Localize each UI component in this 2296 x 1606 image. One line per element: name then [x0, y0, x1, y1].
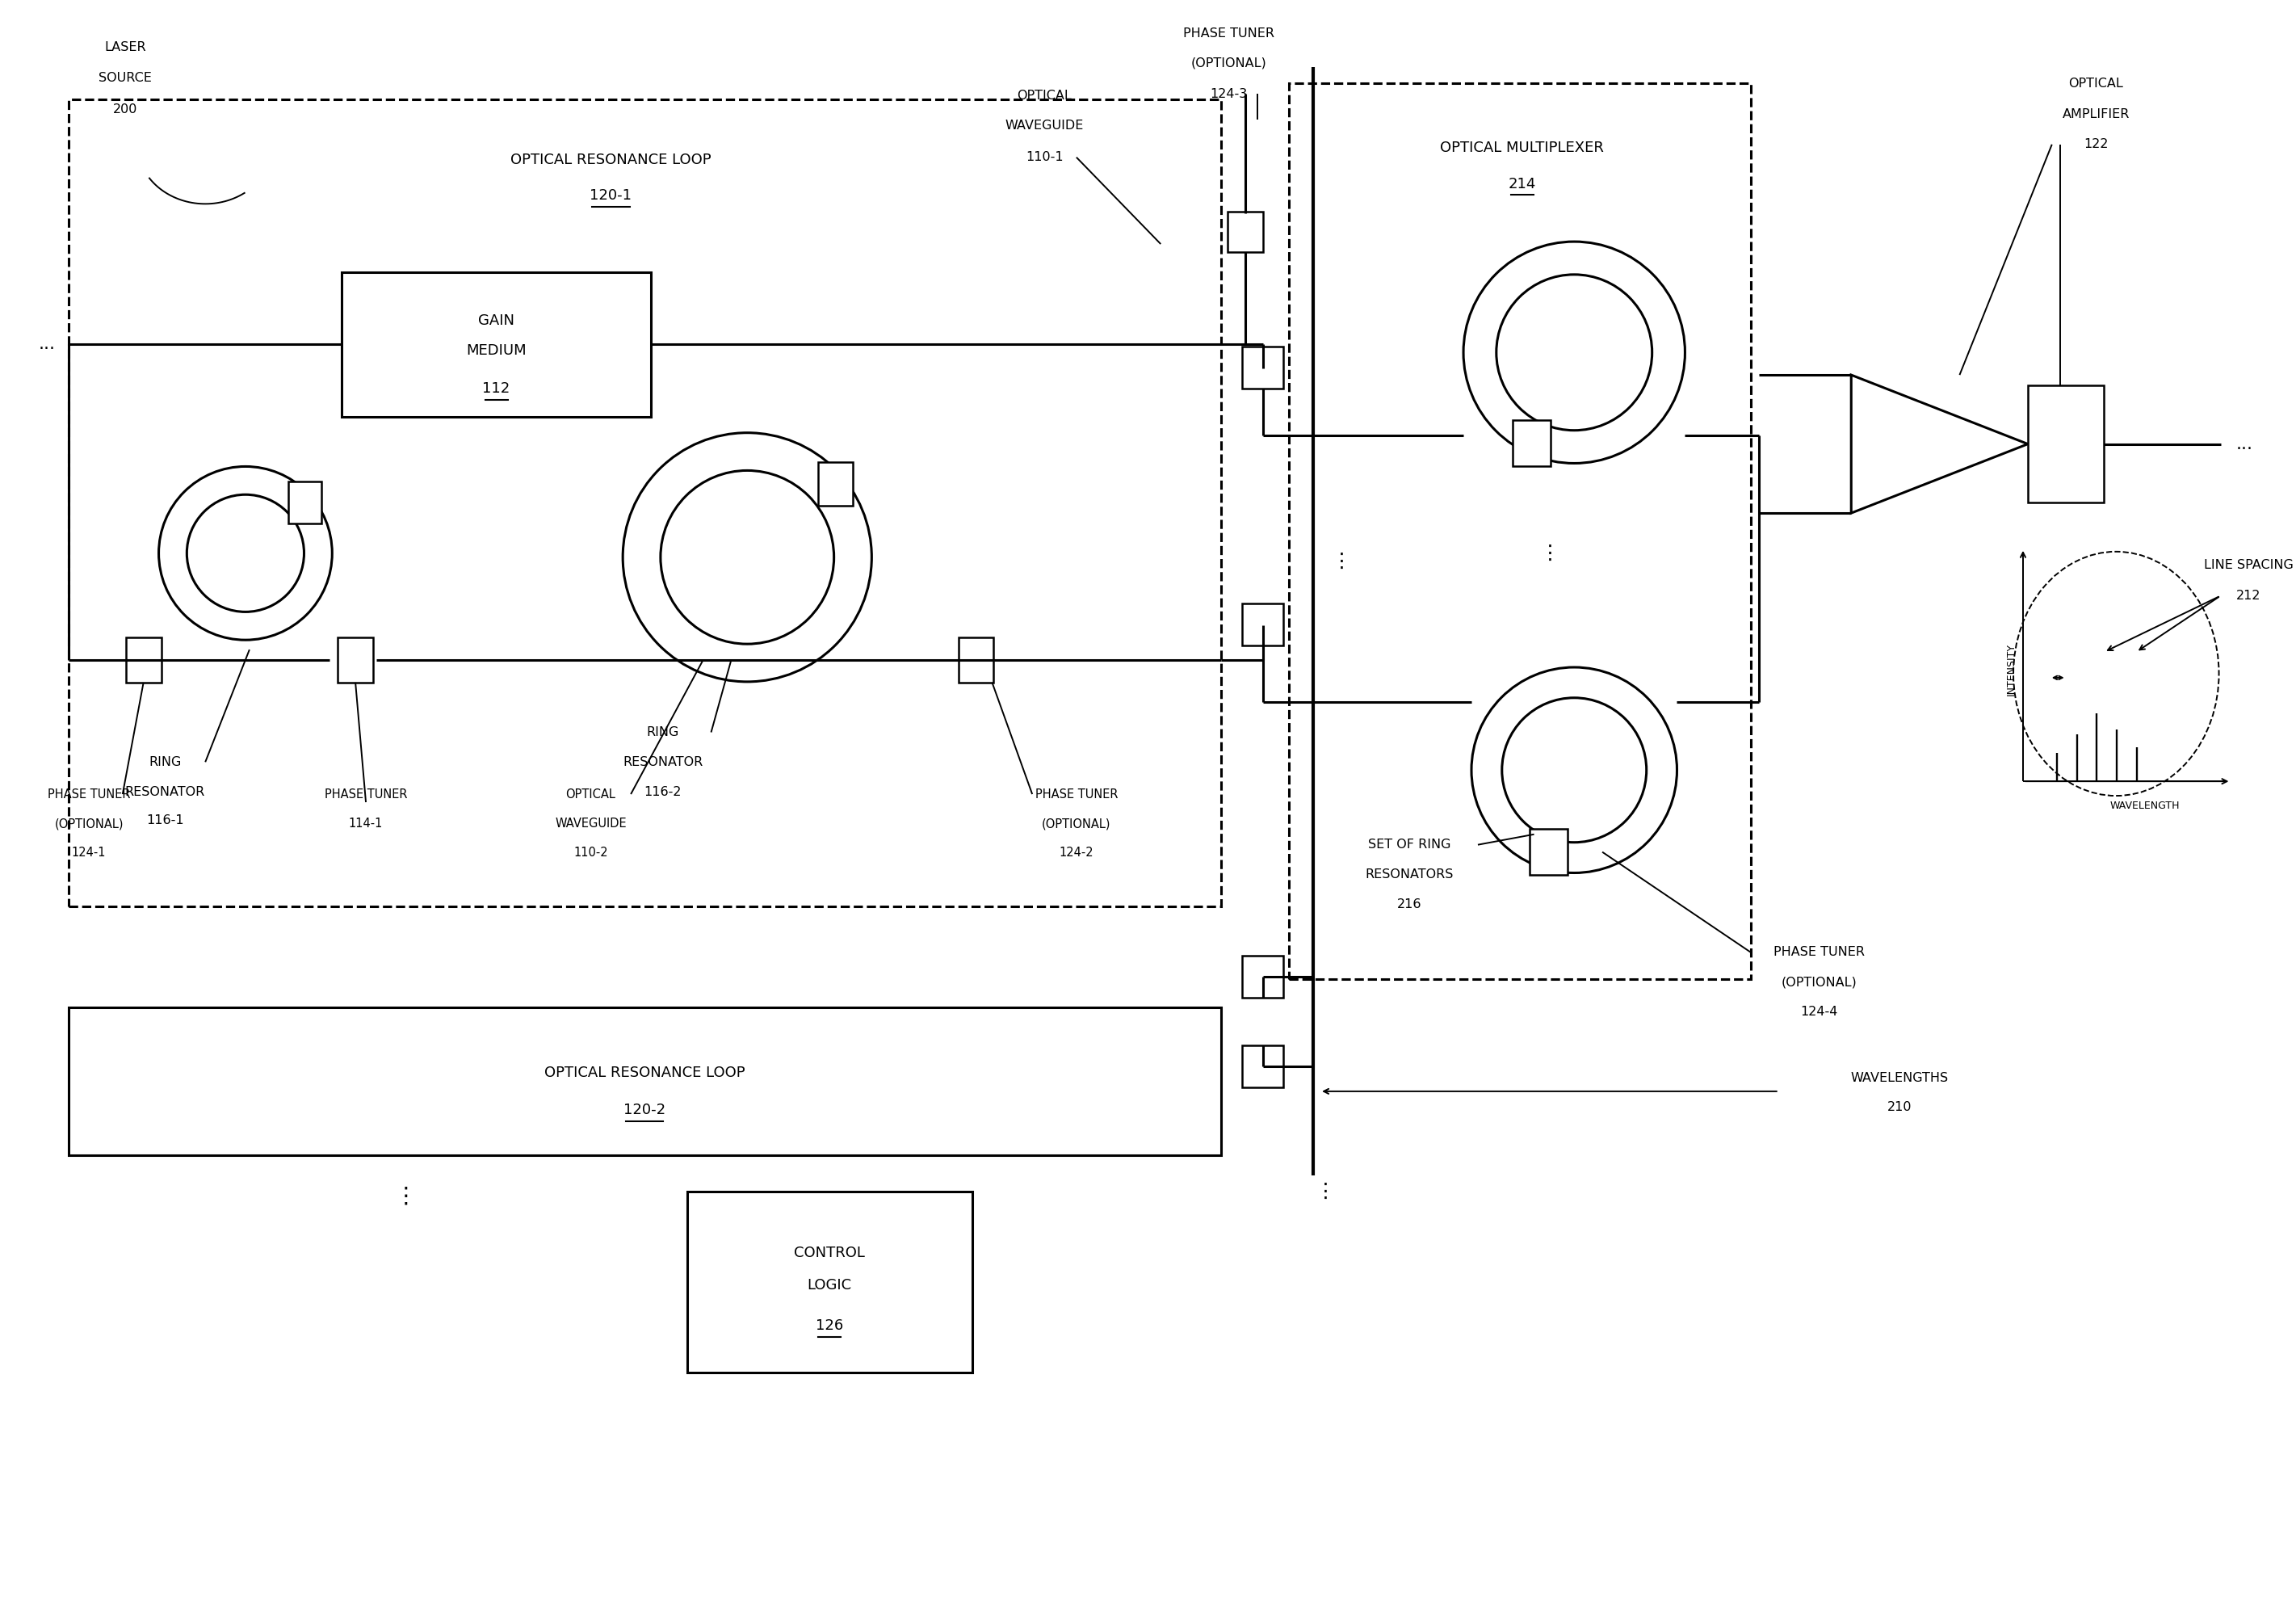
Text: AMPLIFIER: AMPLIFIER	[2062, 108, 2131, 120]
Text: SET OF RING: SET OF RING	[1368, 838, 1451, 851]
Text: GAIN: GAIN	[478, 313, 514, 328]
Text: 110-1: 110-1	[1026, 151, 1063, 164]
Text: (OPTIONAL): (OPTIONAL)	[1192, 58, 1267, 69]
Text: WAVEGUIDE: WAVEGUIDE	[1006, 120, 1084, 132]
Text: 110-2: 110-2	[574, 846, 608, 859]
Text: LINE SPACING: LINE SPACING	[2204, 559, 2294, 572]
Text: ⋮: ⋮	[1541, 543, 1561, 564]
Text: WAVELENGTHS: WAVELENGTHS	[1851, 1071, 1949, 1084]
Text: 124-2: 124-2	[1058, 846, 1093, 859]
Text: ⋮: ⋮	[1316, 1182, 1336, 1201]
Bar	[1242, 347, 1283, 389]
Text: OPTICAL: OPTICAL	[1017, 90, 1072, 101]
Text: 212: 212	[2236, 589, 2262, 602]
Text: RING: RING	[647, 726, 680, 739]
Text: LASER: LASER	[103, 42, 147, 53]
Bar	[1242, 1046, 1283, 1087]
Text: PHASE TUNER: PHASE TUNER	[1773, 946, 1864, 959]
Text: OPTICAL RESONANCE LOOP: OPTICAL RESONANCE LOOP	[510, 153, 712, 167]
Text: 214: 214	[1508, 177, 1536, 191]
Bar	[817, 463, 854, 506]
Text: OPTICAL: OPTICAL	[2069, 77, 2124, 90]
Bar	[1513, 421, 1550, 466]
Bar	[1529, 829, 1568, 875]
Bar	[1288, 84, 1752, 980]
Text: 112: 112	[482, 381, 510, 395]
Bar	[126, 638, 161, 683]
Text: MEDIUM: MEDIUM	[466, 344, 526, 358]
Text: 200: 200	[113, 103, 138, 116]
Text: 116-2: 116-2	[645, 785, 682, 798]
Text: ...: ...	[2236, 435, 2252, 451]
Text: ⋮: ⋮	[1332, 551, 1352, 572]
Text: 216: 216	[1398, 898, 1421, 911]
Text: 120-1: 120-1	[590, 188, 631, 202]
Bar	[957, 638, 994, 683]
Text: 124-3: 124-3	[1210, 88, 1247, 100]
Bar	[342, 271, 650, 416]
Text: INTENSITY: INTENSITY	[2007, 644, 2016, 695]
Text: SOURCE: SOURCE	[99, 72, 152, 84]
Bar	[1242, 956, 1283, 997]
Text: ⋮: ⋮	[395, 1184, 418, 1208]
Text: PHASE TUNER: PHASE TUNER	[1182, 27, 1274, 40]
Text: LOGIC: LOGIC	[808, 1278, 852, 1293]
Text: PHASE TUNER: PHASE TUNER	[48, 789, 131, 800]
Text: PHASE TUNER: PHASE TUNER	[324, 789, 406, 800]
Text: 126: 126	[815, 1319, 843, 1333]
Text: RESONATORS: RESONATORS	[1366, 869, 1453, 880]
Bar	[2027, 385, 2103, 503]
Bar	[289, 482, 321, 524]
Bar	[69, 100, 1221, 907]
Text: 124-1: 124-1	[71, 846, 106, 859]
Text: ...: ...	[39, 336, 55, 352]
Text: PHASE TUNER: PHASE TUNER	[1035, 789, 1118, 800]
Text: 122: 122	[2085, 138, 2108, 151]
Bar	[69, 1007, 1221, 1156]
Text: (OPTIONAL): (OPTIONAL)	[1042, 817, 1111, 830]
Text: RESONATOR: RESONATOR	[622, 756, 703, 768]
Text: RESONATOR: RESONATOR	[124, 785, 204, 798]
Text: CONTROL: CONTROL	[794, 1246, 866, 1261]
Text: (OPTIONAL): (OPTIONAL)	[1782, 976, 1857, 988]
Bar	[1228, 212, 1263, 252]
Text: 120-2: 120-2	[625, 1103, 666, 1118]
Text: OPTICAL MULTIPLEXER: OPTICAL MULTIPLEXER	[1440, 140, 1605, 154]
Text: OPTICAL: OPTICAL	[565, 789, 615, 800]
Text: WAVELENGTH: WAVELENGTH	[2110, 800, 2179, 811]
Text: WAVEGUIDE: WAVEGUIDE	[556, 817, 627, 830]
Text: 124-4: 124-4	[1800, 1005, 1837, 1018]
Text: RING: RING	[149, 756, 181, 768]
Bar	[338, 638, 372, 683]
Text: 116-1: 116-1	[147, 814, 184, 827]
Text: (OPTIONAL): (OPTIONAL)	[55, 817, 124, 830]
Text: 210: 210	[1887, 1102, 1913, 1113]
Bar	[687, 1192, 971, 1373]
Bar	[1242, 604, 1283, 646]
Text: 114-1: 114-1	[349, 817, 383, 830]
Text: OPTICAL RESONANCE LOOP: OPTICAL RESONANCE LOOP	[544, 1065, 744, 1081]
